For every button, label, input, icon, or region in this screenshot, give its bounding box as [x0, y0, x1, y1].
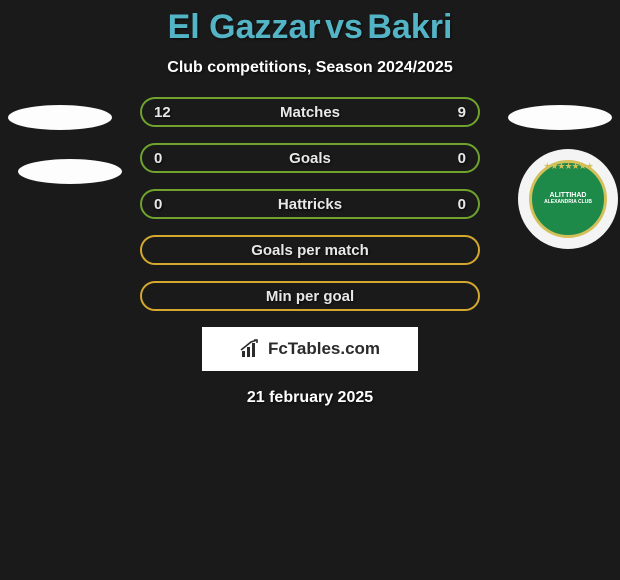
stat-value-left: 12 — [154, 104, 171, 121]
stat-label: Min per goal — [266, 288, 354, 305]
date-line: 21 february 2025 — [0, 389, 620, 407]
club-subtext: ALEXANDRIA CLUB — [544, 200, 592, 206]
stat-label: Matches — [280, 104, 340, 121]
brand-text: FcTables.com — [268, 339, 380, 359]
club-badge-inner: ★★★★★★★ ALITTIHAD ALEXANDRIA CLUB — [529, 160, 607, 238]
brand-chart-icon — [240, 339, 262, 359]
stat-row: Min per goal — [140, 281, 480, 311]
player1-club-placeholder — [18, 159, 122, 184]
club-stars-icon: ★★★★★★★ — [543, 161, 592, 172]
player1-avatar-placeholder — [8, 105, 112, 130]
stat-label: Goals per match — [251, 242, 369, 259]
stat-row: 12 Matches 9 — [140, 97, 480, 127]
stat-label: Goals — [289, 150, 331, 167]
stat-value-right: 9 — [458, 104, 466, 121]
stat-row: 0 Goals 0 — [140, 143, 480, 173]
title-player1: El Gazzar — [168, 8, 321, 46]
stat-row: 0 Hattricks 0 — [140, 189, 480, 219]
title-vs: vs — [325, 8, 363, 46]
stat-row: Goals per match — [140, 235, 480, 265]
stat-value-right: 0 — [458, 196, 466, 213]
title-player2: Bakri — [367, 8, 452, 46]
player2-avatar-placeholder — [508, 105, 612, 130]
player2-club-badge: ★★★★★★★ ALITTIHAD ALEXANDRIA CLUB — [518, 149, 618, 249]
stat-value-right: 0 — [458, 150, 466, 167]
stat-label: Hattricks — [278, 196, 342, 213]
brand-box[interactable]: FcTables.com — [202, 327, 418, 371]
subtitle: Club competitions, Season 2024/2025 — [0, 59, 620, 77]
title-wrap: El Gazzar vs Bakri — [0, 0, 620, 47]
stat-value-left: 0 — [154, 150, 162, 167]
stat-value-left: 0 — [154, 196, 162, 213]
stats-area: ★★★★★★★ ALITTIHAD ALEXANDRIA CLUB 12 Matc… — [0, 97, 620, 311]
